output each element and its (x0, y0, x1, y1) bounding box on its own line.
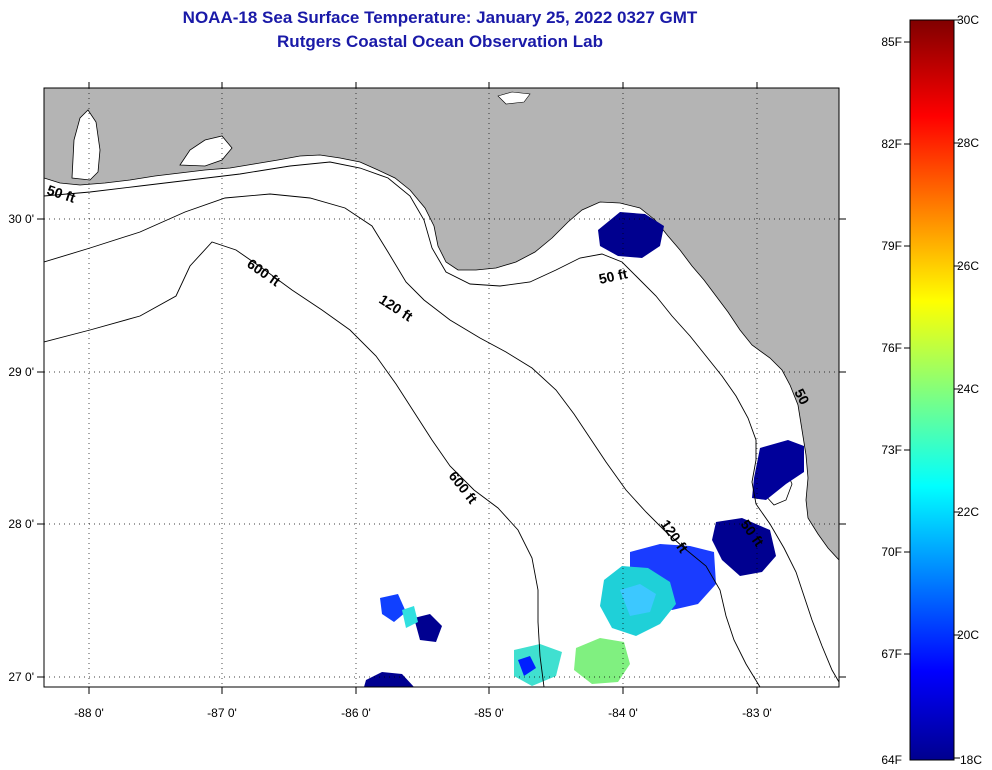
map-frame (43, 87, 840, 688)
sst-patch-cedar-key (712, 518, 776, 576)
colorbar-c-26: 26C (957, 259, 979, 273)
sst-patch-west-blue (380, 594, 406, 622)
tick-marks (37, 82, 846, 694)
map-subtitle: Rutgers Coastal Ocean Observation Lab (277, 32, 603, 51)
colorbar-f-64: 64F (881, 753, 902, 767)
contour-label-50-coast: 50 (791, 386, 813, 407)
colorbar-c-30: 30C (957, 13, 979, 27)
lat-label-29: 29 0' (8, 365, 34, 379)
isobath-600ft (44, 241, 545, 687)
sst-patch-west-dark (414, 614, 442, 642)
colorbar-ticks (904, 19, 960, 759)
colorbar-f-70: 70F (881, 545, 902, 559)
lon-label-85: -85 0' (474, 706, 504, 720)
lon-label-88: -88 0' (74, 706, 104, 720)
lon-label-86: -86 0' (341, 706, 371, 720)
lon-label-87: -87 0' (207, 706, 237, 720)
isobath-50ft-west (44, 161, 839, 683)
sst-patch-south-cyan (514, 644, 562, 686)
colorbar-c-28: 28C (957, 136, 979, 150)
sst-patch-bigbend (752, 440, 804, 500)
sst-patch-west-cyan (402, 606, 418, 628)
colorbar-c-18: 18C (960, 753, 982, 767)
sst-patch-bottom (364, 672, 414, 687)
colorbar-c-20: 20C (957, 628, 979, 642)
sst-patch-south-blue (518, 656, 536, 676)
colorbar-f-85: 85F (881, 35, 902, 49)
coastal-bay (179, 135, 233, 167)
colorbar-f-73: 73F (881, 443, 902, 457)
lon-label-83: -83 0' (742, 706, 772, 720)
lat-label-27: 27 0' (8, 670, 34, 684)
inland-lake (497, 91, 531, 105)
lon-label-84: -84 0' (608, 706, 638, 720)
colorbar-c-24: 24C (957, 382, 979, 396)
contour-label-50ft-east: 50 ft (597, 265, 629, 287)
sst-patch-apalachee (598, 212, 664, 258)
colorbar-f-79: 79F (881, 239, 902, 253)
colorbar-f-76: 76F (881, 341, 902, 355)
sst-patch-south-green (574, 638, 630, 684)
colorbar (909, 19, 955, 761)
colorbar-c-22: 22C (957, 505, 979, 519)
lat-label-30: 30 0' (8, 212, 34, 226)
sst-patch-shelf-teal (620, 584, 656, 616)
colorbar-f-82: 82F (881, 137, 902, 151)
land-mass (44, 88, 839, 561)
isobath-120ft (44, 193, 761, 687)
lat-label-28: 28 0' (8, 517, 34, 531)
map-title: NOAA-18 Sea Surface Temperature: January… (182, 8, 698, 27)
colorbar-f-67: 67F (881, 647, 902, 661)
mobile-bay (71, 109, 101, 181)
